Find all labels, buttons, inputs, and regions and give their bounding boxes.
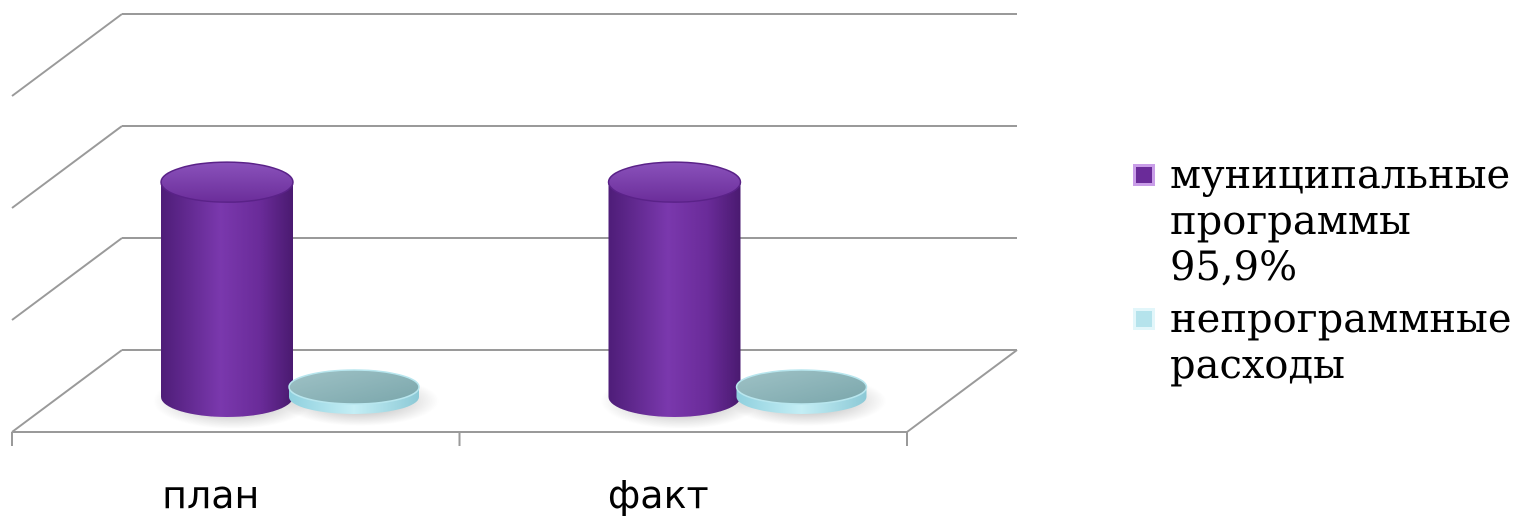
legend: муниципальные программы 95,9% непрограмм… [1133, 152, 1533, 394]
side-wall-line [11, 13, 123, 97]
bar-nonprogram-fact [728, 369, 887, 426]
side-wall-line [11, 237, 123, 321]
bar-body [608, 182, 741, 417]
bar-nonprogram-plan [281, 369, 439, 426]
bar-top [607, 161, 742, 203]
bar-body [161, 182, 293, 417]
bar-municipal-fact [600, 161, 761, 429]
legend-swatch-purple [1133, 164, 1155, 186]
side-wall-line [11, 349, 123, 433]
legend-label-nonprogram: непрограммные расходы [1170, 296, 1512, 388]
legend-item-nonprogram: непрограммные расходы [1133, 296, 1533, 388]
legend-item-municipal: муниципальные программы 95,9% [1133, 152, 1533, 290]
bar-top [735, 369, 868, 405]
x-tick-label: факт [608, 473, 709, 517]
bar-top [160, 161, 294, 203]
legend-label-municipal: муниципальные программы 95,9% [1170, 152, 1511, 290]
floor-right-edge [906, 349, 1018, 433]
category-labels: план факт [162, 473, 709, 517]
bar-top [288, 369, 420, 405]
bar-municipal-plan [153, 161, 313, 429]
bars [153, 161, 887, 429]
legend-swatch-teal [1133, 308, 1155, 330]
x-tick-label: план [162, 473, 259, 517]
side-wall-line [11, 125, 123, 209]
